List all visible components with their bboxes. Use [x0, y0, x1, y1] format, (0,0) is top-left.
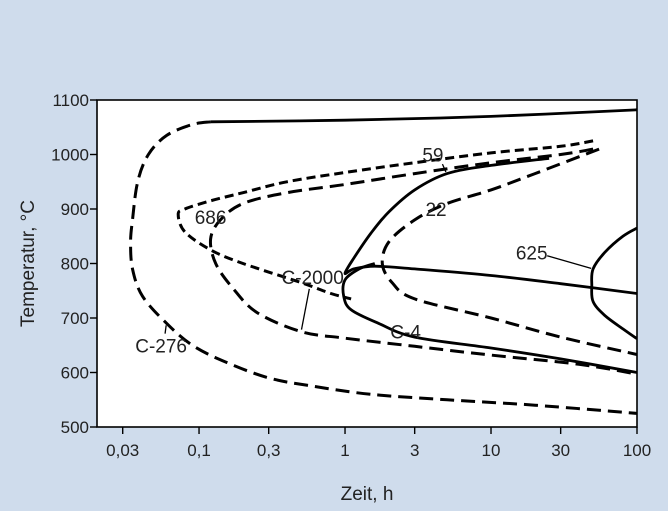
curve-686 — [176, 139, 594, 301]
x-tick-label: 0,1 — [187, 441, 211, 460]
leader-625 — [546, 255, 592, 270]
y-tick-label: 1100 — [52, 91, 89, 110]
x-tick-label: 3 — [410, 441, 419, 460]
plot-area — [97, 100, 637, 427]
curve-c-2000 — [208, 147, 637, 376]
leader-c-276 — [164, 325, 167, 334]
curve-label-c-2000: C-2000 — [281, 268, 343, 289]
x-axis-title: Zeit, h — [341, 484, 394, 505]
y-tick-label: 500 — [61, 418, 89, 437]
x-axis: 0,03 0,1 0,3 1 3 10 30 100 — [106, 427, 651, 460]
curve-labels-layer: C-276 686 C-2000 59 22 C-4 625 — [135, 146, 592, 357]
leader-c-2000 — [300, 288, 310, 330]
curve-22 — [380, 147, 637, 356]
x-tick-label: 100 — [623, 441, 651, 460]
leader-59 — [441, 163, 447, 173]
curve-label-686: 686 — [195, 208, 227, 229]
y-tick-label: 800 — [61, 255, 89, 274]
y-tick-label: 700 — [61, 309, 89, 328]
x-tick-label: 10 — [482, 441, 501, 460]
curve-59 — [343, 156, 637, 295]
curve-label-625: 625 — [516, 244, 548, 265]
x-tick-label: 0,3 — [257, 441, 281, 460]
x-tick-label: 1 — [340, 441, 349, 460]
curve-label-59: 59 — [422, 146, 443, 167]
x-tick-label: 0,03 — [106, 441, 139, 460]
curve-label-c-4: C-4 — [390, 323, 421, 344]
y-tick-label: 600 — [61, 364, 89, 383]
y-axis-title: Temperatur, °C — [18, 200, 39, 327]
y-tick-label: 900 — [61, 200, 89, 219]
curve-label-22: 22 — [425, 200, 446, 221]
curve-label-c-276: C-276 — [135, 336, 187, 357]
curve-c-4 — [341, 262, 637, 374]
curve-upper-boundary — [210, 108, 637, 124]
y-tick-label: 1000 — [51, 146, 89, 165]
curves-layer — [129, 108, 637, 415]
x-tick-label: 30 — [551, 441, 570, 460]
curve-625 — [590, 226, 637, 340]
y-axis: 500 600 700 800 900 1000 1100 — [51, 91, 97, 437]
curve-c-276 — [129, 120, 637, 415]
